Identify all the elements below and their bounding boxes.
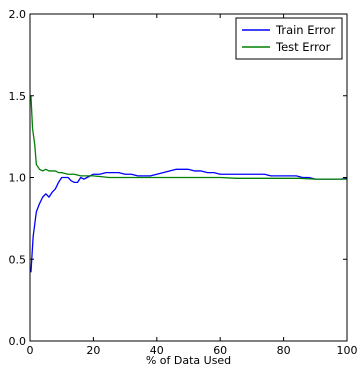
legend: Train Error Test Error xyxy=(235,17,343,60)
y-tick-label: 1.0 xyxy=(9,172,27,185)
y-tick-label: 1.5 xyxy=(9,90,27,103)
x-tick-label: 40 xyxy=(150,344,164,357)
x-tick-label: 20 xyxy=(86,344,100,357)
legend-box xyxy=(235,17,343,60)
y-tick-label: 0.0 xyxy=(9,335,27,348)
x-tick-label: 80 xyxy=(277,344,291,357)
legend-label: Train Error xyxy=(275,23,336,37)
series-line-train-error xyxy=(30,168,348,273)
x-axis-label: % of Data Used xyxy=(146,354,231,367)
x-tick-label: 0 xyxy=(27,344,34,357)
legend-label: Test Error xyxy=(275,40,331,54)
x-tick-label: 60 xyxy=(213,344,227,357)
axis-ticks: 0 20 40 60 80 100 0.0 0.5 1.0 1.5 2.0 xyxy=(9,8,358,357)
plot-lines xyxy=(30,95,348,273)
y-tick-label: 0.5 xyxy=(9,253,27,266)
y-tick-label: 2.0 xyxy=(9,8,27,21)
x-tick-label: 100 xyxy=(337,344,358,357)
series-line-test-error xyxy=(30,95,347,180)
